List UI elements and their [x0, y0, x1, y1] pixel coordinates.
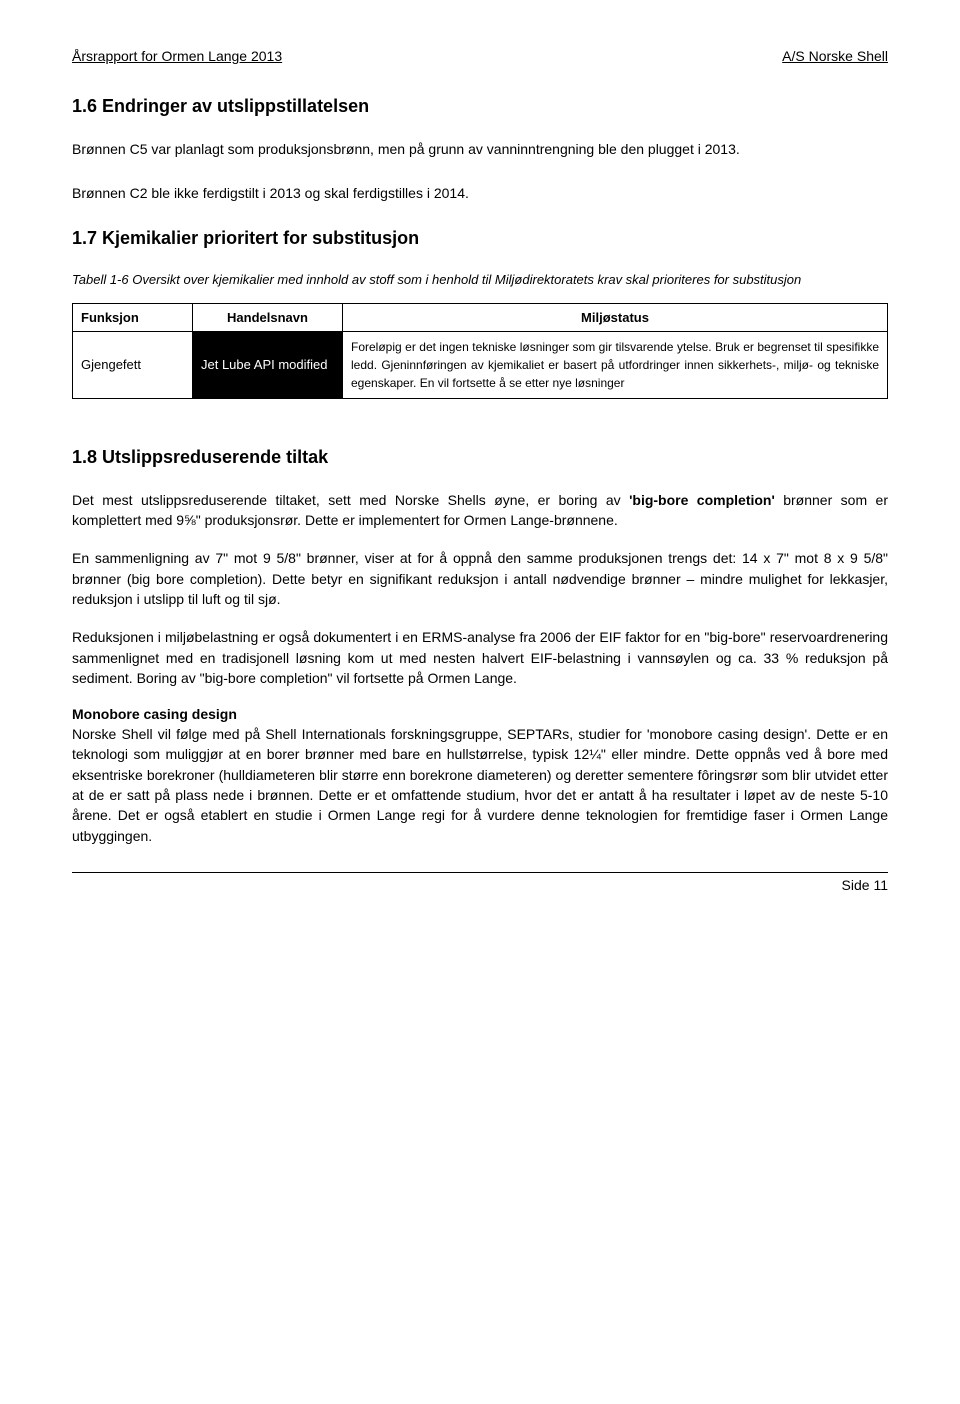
- table-header-row: Funksjon Handelsnavn Miljøstatus: [73, 303, 888, 331]
- bold-text: 'big-bore completion': [629, 492, 775, 508]
- col-header-miljostatus: Miljøstatus: [343, 303, 888, 331]
- paragraph: Brønnen C2 ble ikke ferdigstilt i 2013 o…: [72, 183, 888, 203]
- paragraph: Reduksjonen i miljøbelastning er også do…: [72, 627, 888, 688]
- paragraph: Norske Shell vil følge med på Shell Inte…: [72, 724, 888, 846]
- page-number: Side 11: [842, 877, 888, 893]
- heading-1-8: 1.8 Utslippsreduserende tiltak: [72, 447, 888, 468]
- col-header-handelsnavn: Handelsnavn: [193, 303, 343, 331]
- cell-status: Foreløpig er det ingen tekniske løsninge…: [343, 331, 888, 398]
- paragraph: Brønnen C5 var planlagt som produksjonsb…: [72, 139, 888, 159]
- table-caption: Tabell 1-6 Oversikt over kjemikalier med…: [72, 271, 888, 289]
- paragraph: En sammenligning av 7" mot 9 5/8" brønne…: [72, 548, 888, 609]
- page-footer: Side 11: [72, 872, 888, 893]
- heading-1-6: 1.6 Endringer av utslippstillatelsen: [72, 96, 888, 117]
- text: Det mest utslippsreduserende tiltaket, s…: [72, 492, 629, 508]
- chemicals-table: Funksjon Handelsnavn Miljøstatus Gjengef…: [72, 303, 888, 399]
- subheading-monobore: Monobore casing design: [72, 706, 888, 722]
- cell-funksjon: Gjengefett: [73, 331, 193, 398]
- col-header-funksjon: Funksjon: [73, 303, 193, 331]
- cell-handelsnavn: Jet Lube API modified: [193, 331, 343, 398]
- header-right: A/S Norske Shell: [782, 48, 888, 64]
- header-left: Årsrapport for Ormen Lange 2013: [72, 48, 282, 64]
- running-header: Årsrapport for Ormen Lange 2013 A/S Nors…: [72, 48, 888, 64]
- paragraph: Det mest utslippsreduserende tiltaket, s…: [72, 490, 888, 531]
- heading-1-7: 1.7 Kjemikalier prioritert for substitus…: [72, 228, 888, 249]
- table-row: Gjengefett Jet Lube API modified Foreløp…: [73, 331, 888, 398]
